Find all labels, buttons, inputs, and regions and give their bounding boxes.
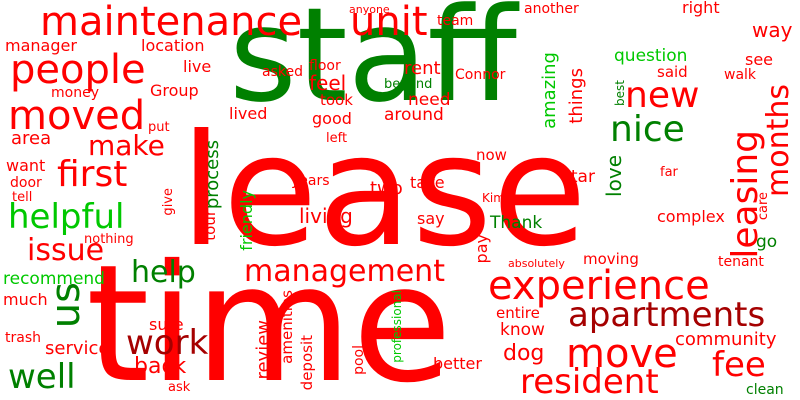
word-walk: walk xyxy=(724,67,757,83)
word-say: say xyxy=(417,209,445,228)
word-dog: dog xyxy=(503,341,545,366)
word-tour: tour xyxy=(201,210,219,241)
word-give: give xyxy=(161,188,176,216)
word-said: said xyxy=(657,63,688,81)
word-issue: issue xyxy=(27,233,105,268)
word-want: want xyxy=(6,156,46,175)
word-question: question xyxy=(614,46,688,66)
word-put: put xyxy=(148,120,170,135)
word-asked: asked xyxy=(262,64,303,80)
word-service: service xyxy=(45,338,110,359)
word-left: left xyxy=(326,131,348,146)
word-trash: trash xyxy=(5,330,41,346)
word-people: people xyxy=(10,47,146,93)
word-far: far xyxy=(660,165,678,180)
word-helpful: helpful xyxy=(8,197,125,237)
word-deposit: deposit xyxy=(298,335,316,391)
word-apartments: apartments xyxy=(568,295,766,335)
word-money: money xyxy=(51,85,99,101)
word-team: team xyxy=(437,13,474,29)
word-know: know xyxy=(500,320,545,340)
word-years: years xyxy=(291,173,330,189)
word-living: living xyxy=(299,204,353,228)
word-Group: Group xyxy=(150,81,199,100)
word-manager: manager xyxy=(5,36,77,55)
word-amazing: amazing xyxy=(539,52,560,129)
word-entire: entire xyxy=(496,304,540,322)
word-Connor: Connor xyxy=(455,67,506,83)
word-experience: experience xyxy=(488,263,710,309)
word-feel: feel xyxy=(309,71,347,95)
word-maintenance: maintenance xyxy=(40,0,303,45)
word-much: much xyxy=(3,290,48,309)
word-review: review xyxy=(253,320,274,380)
word-star: star xyxy=(562,167,595,187)
word-location: location xyxy=(141,36,205,55)
word-process: process xyxy=(202,140,223,210)
word-professional: professional xyxy=(390,290,404,363)
word-help: help xyxy=(131,255,196,290)
word-back: back xyxy=(134,354,187,379)
word-make: make xyxy=(88,129,165,162)
word-tell: tell xyxy=(12,190,33,205)
word-anyone: anyone xyxy=(349,3,390,16)
word-love: love xyxy=(602,155,626,197)
word-beyond: beyond xyxy=(384,77,433,92)
word-first: first xyxy=(57,154,128,195)
word-move: move xyxy=(566,331,678,377)
word-things: things xyxy=(566,68,587,124)
word-unit: unit xyxy=(350,0,428,45)
word-live: live xyxy=(183,57,212,76)
word-fee: fee xyxy=(712,345,766,385)
word-right: right xyxy=(682,0,720,17)
word-new: new xyxy=(625,75,700,116)
word-management: management xyxy=(244,254,445,289)
word-sure: sure xyxy=(149,315,184,334)
word-rent: rent xyxy=(404,58,441,79)
word-lived: lived xyxy=(229,104,268,123)
word-moving: moving xyxy=(583,250,639,268)
word-nice: nice xyxy=(610,109,685,150)
word-go: go xyxy=(756,232,778,252)
word-take: take xyxy=(410,173,445,192)
word-pay: pay xyxy=(472,234,491,264)
word-moved: moved xyxy=(8,93,146,139)
word-staff: staff xyxy=(229,0,517,131)
word-way: way xyxy=(752,18,793,42)
word-area: area xyxy=(11,128,52,149)
word-door: door xyxy=(10,175,42,191)
word-care: care xyxy=(756,192,771,221)
word-see: see xyxy=(745,50,774,69)
word-Thank: Thank xyxy=(490,213,543,233)
word-pool: pool xyxy=(351,345,367,375)
word-friendly: friendly xyxy=(237,190,256,251)
word-Kim: Kim xyxy=(482,191,505,205)
word-floor: floor xyxy=(309,58,341,74)
word-clean: clean xyxy=(746,382,784,398)
word-ask: ask xyxy=(168,380,191,395)
word-need: need xyxy=(408,90,451,110)
word-absolutely: absolutely xyxy=(508,257,565,270)
word-community: community xyxy=(675,329,777,350)
word-months: months xyxy=(761,84,796,197)
word-around: around xyxy=(384,105,444,125)
word-best: best xyxy=(613,80,627,106)
word-amenities: amenities xyxy=(278,290,296,364)
word-resident: resident xyxy=(520,362,659,400)
word-complex: complex xyxy=(657,207,725,226)
word-tenant: tenant xyxy=(718,254,764,270)
word-well: well xyxy=(8,357,76,397)
word-good: good xyxy=(312,109,352,128)
word-better: better xyxy=(433,354,482,373)
word-another: another xyxy=(524,1,579,17)
word-now: now xyxy=(476,146,507,164)
word-nothing: nothing xyxy=(84,232,134,247)
word-took: took xyxy=(320,91,353,109)
word-recommend: recommend xyxy=(3,269,105,289)
word-time: time xyxy=(86,231,453,400)
word-work: work xyxy=(126,323,209,363)
word-two: two xyxy=(370,178,403,199)
word-lease: lease xyxy=(180,102,587,281)
